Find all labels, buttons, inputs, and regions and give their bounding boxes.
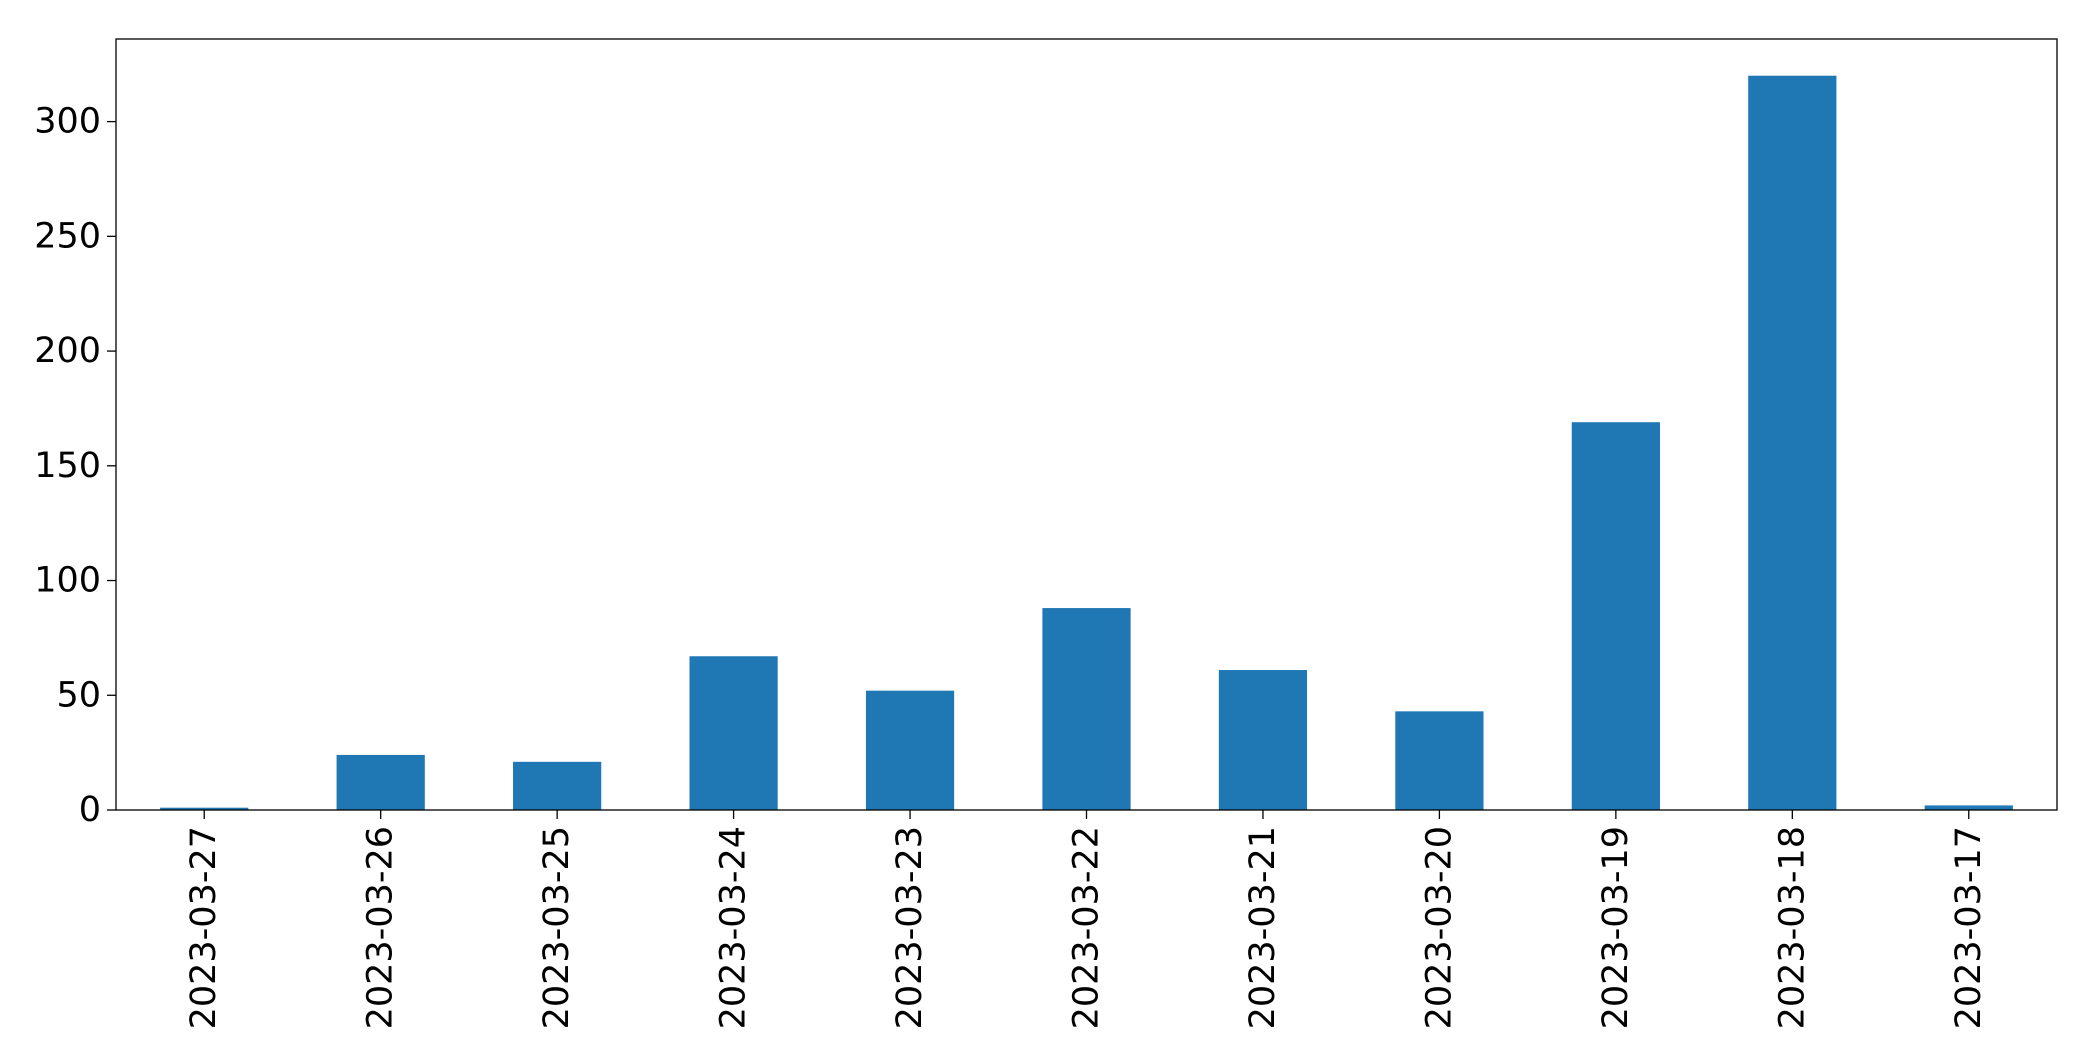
bar-2023-03-24 bbox=[689, 656, 778, 810]
bars bbox=[160, 75, 2013, 810]
y-tick-label: 150 bbox=[34, 446, 101, 486]
plot-frame bbox=[115, 38, 2058, 811]
y-tick-label: 0 bbox=[79, 790, 101, 830]
x-tick-label: 2023-03-23 bbox=[890, 826, 930, 1029]
bar-2023-03-18 bbox=[1748, 75, 1837, 810]
y-tick-label: 250 bbox=[34, 216, 101, 256]
x-tick-label: 2023-03-18 bbox=[1772, 826, 1812, 1029]
y-tick-label: 300 bbox=[34, 102, 101, 142]
x-axis-ticks: 2023-03-27 2023-03-26 2023-03-25 2023-03-24… bbox=[184, 810, 1989, 1029]
bar-2023-03-19 bbox=[1571, 422, 1660, 810]
x-tick-label: 2023-03-26 bbox=[361, 826, 401, 1029]
y-axis-ticks: 0 50 100 150 200 250 300 bbox=[34, 102, 116, 830]
y-tick-label: 50 bbox=[56, 675, 101, 715]
x-tick-label: 2023-03-20 bbox=[1419, 826, 1459, 1029]
x-tick-label: 2023-03-24 bbox=[714, 826, 754, 1029]
y-tick-label: 200 bbox=[34, 331, 101, 371]
x-tick-label: 2023-03-17 bbox=[1949, 826, 1989, 1029]
bar-2023-03-26 bbox=[336, 754, 425, 810]
x-tick-label: 2023-03-19 bbox=[1596, 826, 1636, 1029]
bar-2023-03-22 bbox=[1042, 608, 1131, 810]
y-tick-label: 100 bbox=[34, 561, 101, 601]
x-tick-label: 2023-03-25 bbox=[537, 826, 577, 1029]
bar-2023-03-21 bbox=[1218, 670, 1308, 810]
x-tick-label: 2023-03-21 bbox=[1243, 826, 1283, 1029]
x-tick-label: 2023-03-22 bbox=[1067, 826, 1107, 1029]
bar-2023-03-23 bbox=[865, 690, 955, 810]
bar-2023-03-25 bbox=[513, 761, 602, 810]
bar-2023-03-17 bbox=[1924, 805, 2013, 810]
x-tick-label: 2023-03-27 bbox=[184, 826, 224, 1029]
bar-2023-03-20 bbox=[1395, 711, 1484, 810]
bar-2023-03-27 bbox=[160, 807, 249, 810]
